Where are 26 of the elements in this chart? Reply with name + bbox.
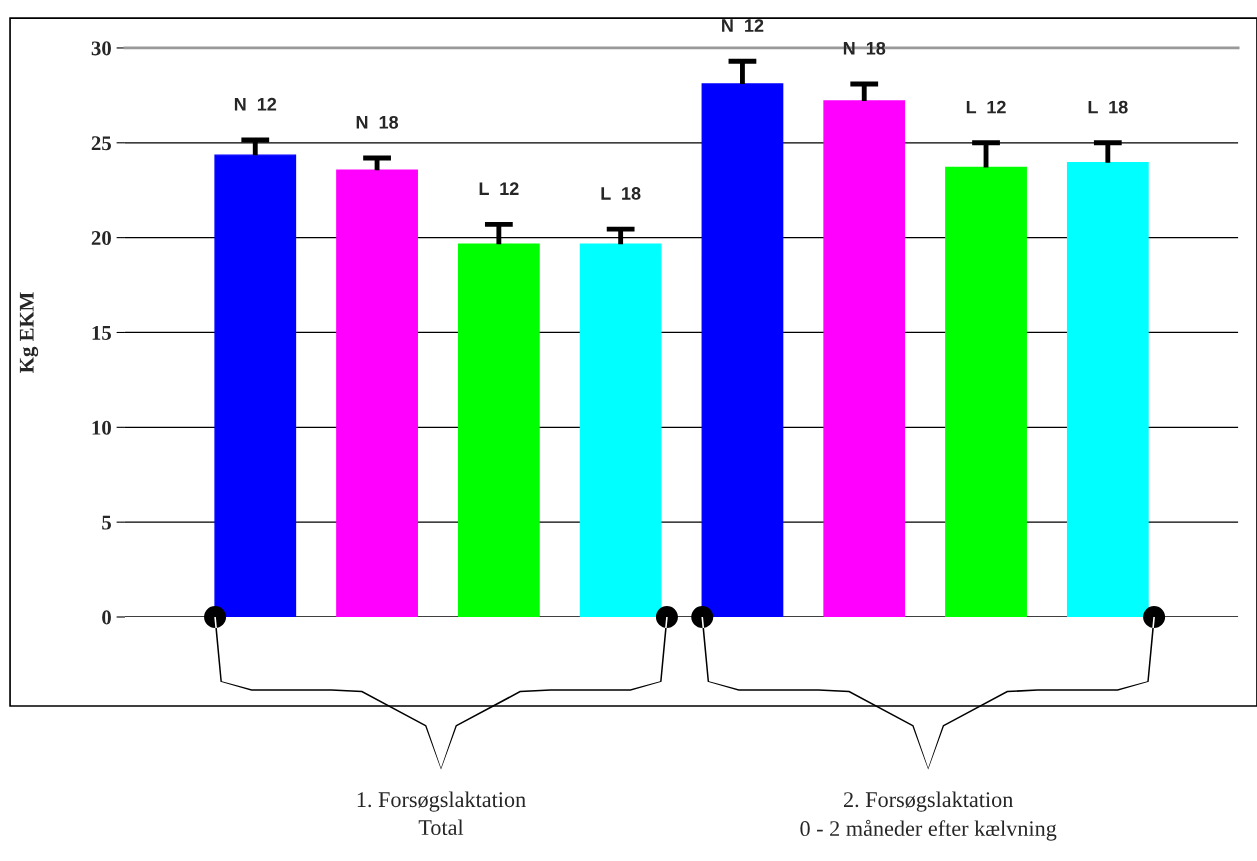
x-tick-label: N 18 (843, 41, 886, 55)
y-tick-label: 30 (91, 41, 111, 56)
bar (945, 166, 1027, 617)
y-tick-label: 15 (92, 325, 111, 340)
bar (457, 243, 540, 617)
x-tick-label: N 18 (356, 115, 399, 129)
x-tick-label: L 18 (601, 187, 641, 200)
bar (1066, 162, 1149, 617)
bar (701, 83, 784, 617)
text: 1. Forsøgslaktation Total (357, 791, 526, 836)
x-tick-label: L 12 (479, 182, 519, 195)
bar (214, 154, 297, 617)
bar (336, 169, 418, 617)
bar (823, 100, 906, 617)
y-tick-label: 25 (91, 136, 111, 151)
y-tick-label: 10 (92, 420, 111, 435)
y-tick-label: 5 (102, 515, 111, 530)
text: 2. Forsøgslaktation 0 - 2 måneder efter kælvning (800, 791, 1057, 841)
x-tick-label: N 12 (234, 97, 277, 111)
bar (579, 243, 662, 617)
x-tick-label: L 18 (1088, 100, 1128, 114)
x-tick-label: N 12 (722, 19, 764, 32)
y-tick-label: 0 (102, 610, 111, 625)
y-tick-label: 20 (91, 231, 111, 246)
y-axis-title: Kg EKM (19, 292, 39, 373)
x-tick-label: L 12 (966, 100, 1006, 114)
